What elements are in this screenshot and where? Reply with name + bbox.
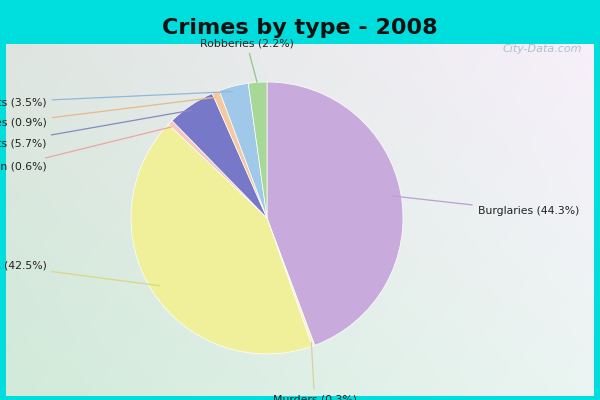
- Text: Murders (0.3%): Murders (0.3%): [272, 342, 356, 400]
- Wedge shape: [212, 91, 267, 218]
- Wedge shape: [248, 82, 267, 218]
- Text: Burglaries (44.3%): Burglaries (44.3%): [393, 196, 579, 216]
- Text: Arson (0.6%): Arson (0.6%): [0, 127, 172, 171]
- Text: Crimes by type - 2008: Crimes by type - 2008: [162, 18, 438, 38]
- Text: City-Data.com: City-Data.com: [503, 44, 582, 54]
- Wedge shape: [267, 82, 403, 345]
- Wedge shape: [220, 83, 267, 218]
- Text: Thefts (42.5%): Thefts (42.5%): [0, 261, 159, 286]
- Wedge shape: [169, 121, 267, 218]
- Text: Robberies (2.2%): Robberies (2.2%): [200, 38, 293, 82]
- Text: Auto thefts (3.5%): Auto thefts (3.5%): [0, 92, 232, 107]
- Wedge shape: [172, 94, 267, 218]
- Text: Assaults (5.7%): Assaults (5.7%): [0, 110, 191, 148]
- Wedge shape: [267, 218, 314, 346]
- Wedge shape: [131, 124, 312, 354]
- Text: Rapes (0.9%): Rapes (0.9%): [0, 98, 215, 128]
